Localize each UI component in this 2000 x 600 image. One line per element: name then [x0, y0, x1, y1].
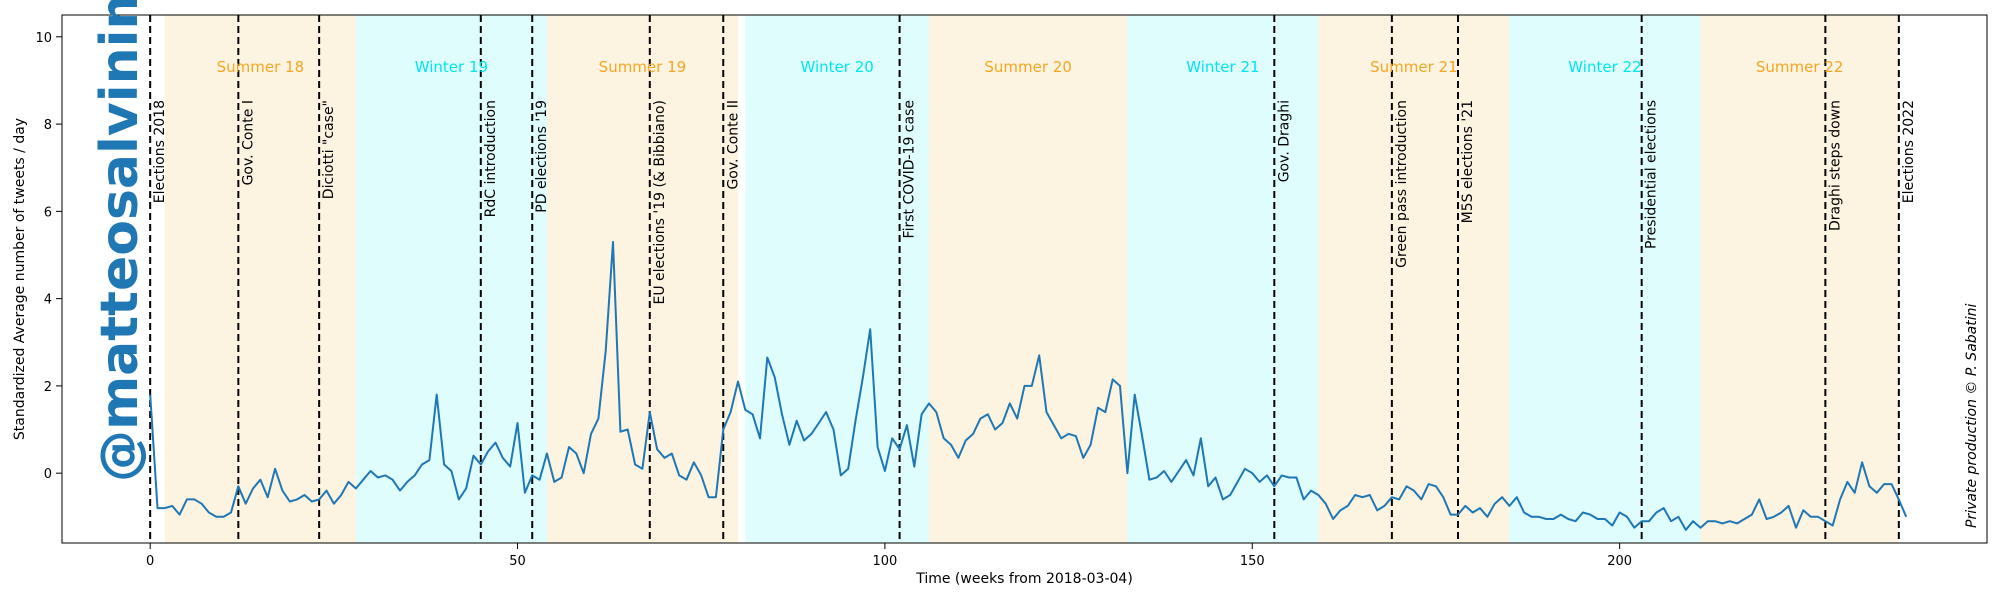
event-label-4: PD elections '19 — [534, 100, 550, 213]
event-label-6: Gov. Conte II — [725, 100, 741, 190]
series-line-layer — [149, 240, 1908, 531]
season-band-6 — [1318, 15, 1510, 543]
axes: 0 50 100 150 200 0 2 4 6 8 10 — [35, 14, 1988, 569]
season-labels: Summer 18 Winter 19 Summer 19 Winter 20 Summ… — [217, 58, 1844, 76]
season-label-8: Summer 22 — [1756, 58, 1844, 76]
x-tick-label-4: 200 — [1607, 554, 1632, 569]
y-tick-label-4: 8 — [44, 118, 52, 133]
watermark: @matteosalvinimi — [90, 0, 150, 482]
event-label-3: RdC introduction — [483, 100, 499, 217]
event-label-13: Elections 2022 — [1901, 100, 1917, 203]
season-band-2 — [546, 15, 738, 543]
event-label-10: M5S elections '21 — [1460, 100, 1476, 223]
season-label-3: Winter 20 — [800, 58, 873, 76]
season-band-8 — [1700, 15, 1899, 543]
season-bands — [164, 15, 1899, 543]
season-label-4: Summer 20 — [984, 58, 1072, 76]
series-line-0 — [149, 240, 1908, 531]
x-axis-label: Time (weeks from 2018-03-04) — [915, 571, 1133, 587]
y-tick-label-0: 0 — [44, 467, 52, 482]
x-tick-label-3: 150 — [1240, 554, 1265, 569]
event-label-9: Green pass introduction — [1394, 100, 1410, 268]
event-label-7: First COVID-19 case — [902, 100, 918, 238]
event-label-2: Diciotti "case" — [321, 100, 337, 199]
season-label-2: Summer 19 — [599, 58, 687, 76]
y-tick-label-3: 6 — [44, 205, 52, 220]
season-band-7 — [1509, 15, 1701, 543]
plot-frame — [61, 14, 1988, 544]
season-label-1: Winter 19 — [415, 58, 488, 76]
season-band-5 — [1127, 15, 1319, 543]
event-markers: Elections 2018 Gov. Conte I Diciotti "case… — [149, 15, 1917, 543]
x-tick-label-2: 100 — [872, 554, 897, 569]
season-label-0: Summer 18 — [217, 58, 305, 76]
season-band-4 — [928, 15, 1128, 543]
x-tick-label-0: 0 — [146, 554, 154, 569]
event-label-8: Gov. Draghi — [1276, 100, 1292, 182]
season-band-0 — [164, 15, 356, 543]
season-label-6: Summer 21 — [1370, 58, 1458, 76]
season-band-1 — [355, 15, 547, 543]
event-label-5: EU elections '19 (& Bibbiano) — [652, 100, 668, 305]
y-tick-label-1: 2 — [44, 380, 52, 395]
event-label-11: Presidential elections — [1644, 100, 1660, 249]
y-tick-label-5: 10 — [35, 31, 52, 46]
event-label-0: Elections 2018 — [152, 100, 168, 203]
season-band-3 — [745, 15, 929, 543]
y-axis-label: Standardized Average number of tweets / … — [12, 118, 28, 440]
y-tick-label-2: 4 — [44, 293, 52, 308]
season-label-5: Winter 21 — [1186, 58, 1259, 76]
event-label-12: Draghi steps down — [1827, 100, 1843, 231]
x-tick-label-1: 50 — [509, 554, 526, 569]
season-label-7: Winter 22 — [1568, 58, 1641, 76]
event-label-1: Gov. Conte I — [240, 100, 256, 185]
credit-text: Private production © P. Sabatini — [1964, 304, 1980, 528]
